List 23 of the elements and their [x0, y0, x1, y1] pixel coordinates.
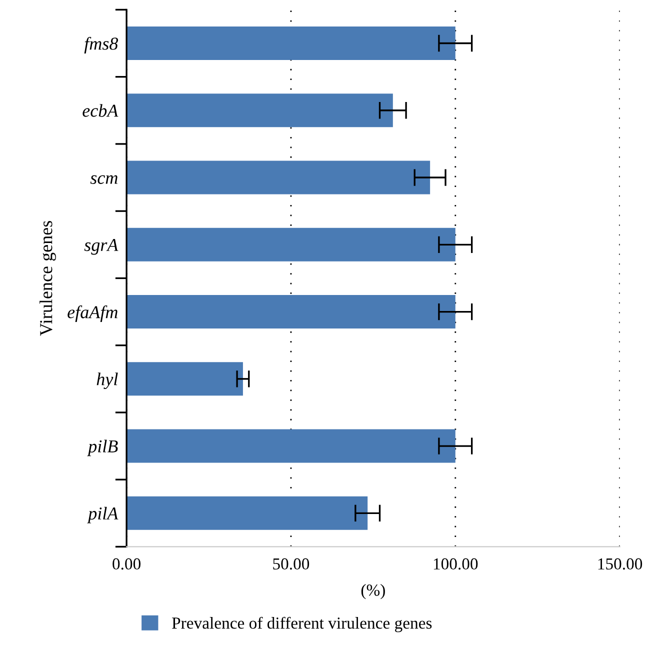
bar — [126, 294, 456, 329]
bar — [126, 429, 456, 463]
bar — [126, 228, 456, 262]
x-tick-label: 100.00 — [434, 558, 478, 570]
y-tick-label: fms8 — [84, 36, 118, 54]
y-tick-label: ecbA — [82, 104, 118, 117]
x-axis-title: (%) — [361, 584, 385, 600]
y-tick-label: sgrA — [84, 238, 118, 255]
y-tick-label: hyl — [96, 372, 118, 390]
y-tick-label: pilA — [87, 506, 118, 524]
x-tick-label: 0.00 — [112, 558, 141, 570]
bar — [126, 26, 456, 60]
x-tick-label: 150.00 — [598, 558, 642, 570]
y-axis-title: Virulence genes — [40, 221, 56, 336]
x-tick-label: 50.00 — [273, 558, 310, 570]
y-tick-label: scm — [90, 175, 118, 184]
y-tick-label: pilB — [87, 440, 118, 456]
bar — [126, 94, 393, 128]
y-tick-label: efaAfm — [68, 305, 118, 322]
legend-label: Prevalence of different virulence genes — [172, 616, 432, 632]
bar — [126, 362, 243, 396]
bar — [126, 160, 430, 194]
bar — [126, 496, 368, 530]
